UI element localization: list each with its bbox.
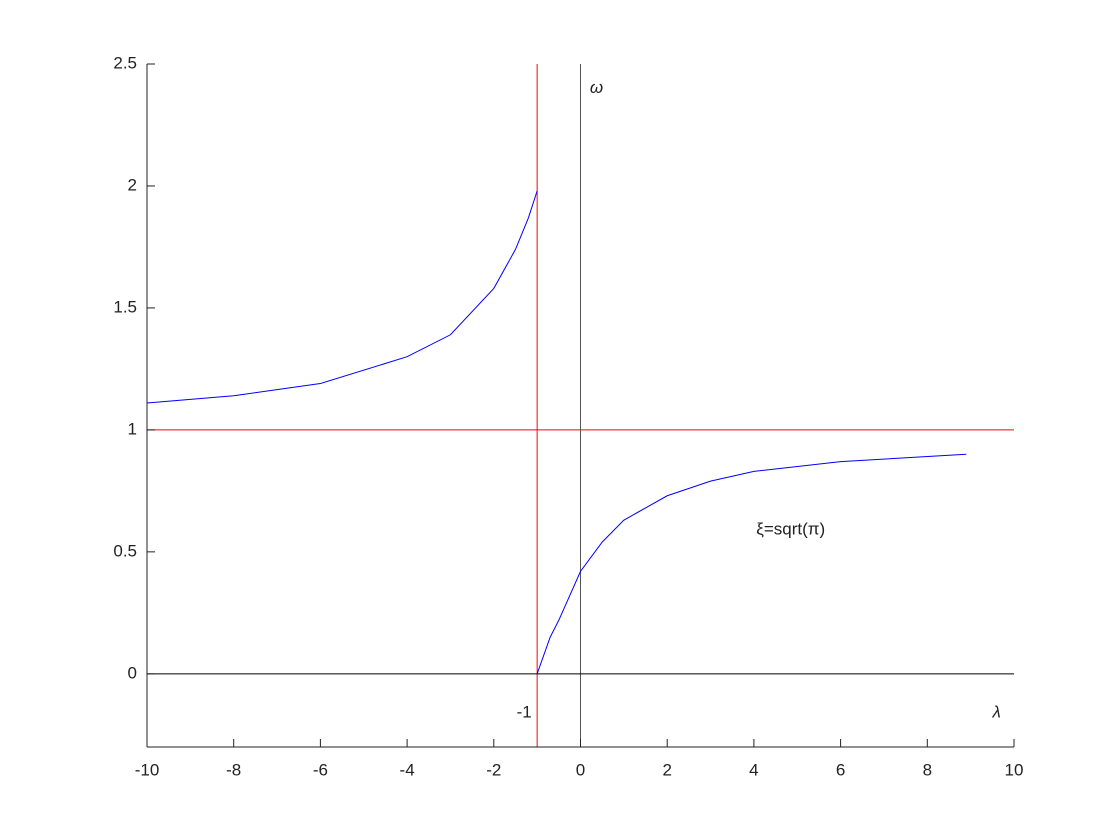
y-tick-label: 1 <box>128 419 137 438</box>
x-tick-label: -6 <box>313 760 328 779</box>
y-tick-label: 0.5 <box>113 541 137 560</box>
x-tick-label: 4 <box>749 760 758 779</box>
x-tick-label: 0 <box>576 760 585 779</box>
y-tick-label: 1.5 <box>113 297 137 316</box>
x-tick-label: -10 <box>135 760 160 779</box>
annotation: ω <box>590 78 603 97</box>
curve <box>146 190 538 404</box>
x-tick-label: 2 <box>662 760 671 779</box>
y-tick-label: 2 <box>128 175 137 194</box>
x-tick-label: 10 <box>1005 760 1024 779</box>
annotation: -1 <box>517 702 532 721</box>
x-tick-label: 8 <box>923 760 932 779</box>
x-tick-label: -4 <box>400 760 415 779</box>
y-tick-label: 2.5 <box>113 53 137 72</box>
x-tick-label: -8 <box>226 760 241 779</box>
annotation: λ <box>991 702 1000 721</box>
x-tick-label: 6 <box>836 760 845 779</box>
y-tick-label: 0 <box>128 663 137 682</box>
annotation: ξ=sqrt(π) <box>756 519 825 538</box>
curve <box>536 453 967 674</box>
x-tick-label: -2 <box>486 760 501 779</box>
